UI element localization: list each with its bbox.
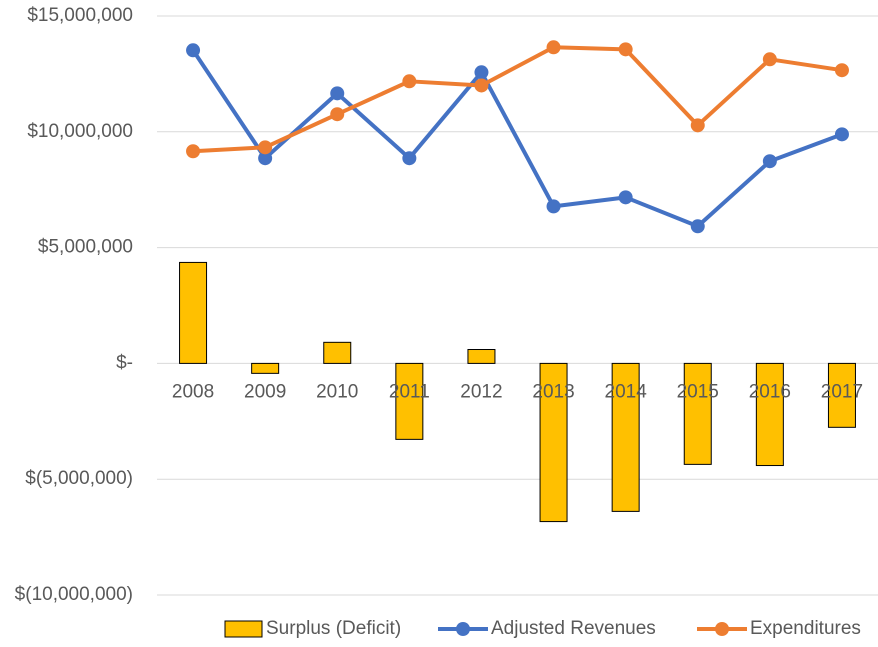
bar [611, 362, 640, 512]
marker [186, 144, 201, 159]
legend-label: Adjusted Revenues [491, 618, 656, 639]
marker [834, 63, 849, 78]
marker [258, 151, 273, 166]
marker [474, 78, 489, 93]
bar [539, 362, 568, 523]
y-tick-label: $15,000,000 [27, 5, 133, 26]
marker [546, 199, 561, 214]
bar [251, 362, 280, 374]
bar [827, 362, 856, 428]
marker [618, 190, 633, 205]
x-tick-label: 2008 [172, 381, 214, 402]
bar [755, 362, 784, 467]
bar [395, 362, 424, 440]
bar [467, 349, 496, 364]
x-tick-label: 2011 [389, 381, 430, 402]
line [192, 45, 843, 154]
legend-swatch [224, 620, 263, 638]
y-tick-label: $10,000,000 [27, 121, 133, 142]
marker [618, 42, 633, 57]
bar [179, 261, 208, 364]
marker [474, 65, 489, 80]
legend-swatch [456, 622, 470, 636]
marker [546, 40, 561, 55]
marker [186, 43, 201, 58]
x-tick-label: 2014 [605, 381, 648, 402]
marker [762, 154, 777, 169]
marker [834, 127, 849, 142]
marker [402, 151, 417, 166]
x-tick-label: 2015 [677, 381, 719, 402]
y-tick-label: $- [116, 352, 133, 373]
x-tick-label: 2016 [749, 381, 791, 402]
legend-label: Surplus (Deficit) [266, 618, 401, 639]
marker [330, 86, 345, 101]
legend-swatch [715, 622, 729, 636]
y-tick-label: $(5,000,000) [25, 468, 133, 489]
marker [330, 107, 345, 122]
legend-label: Expenditures [750, 618, 861, 639]
line [191, 49, 843, 229]
marker [762, 52, 777, 67]
marker [258, 140, 273, 155]
bar [323, 341, 352, 364]
y-tick-label: $(10,000,000) [15, 584, 133, 605]
bar [683, 362, 712, 465]
y-tick-label: $5,000,000 [38, 237, 133, 258]
x-tick-label: 2010 [316, 381, 358, 402]
marker [690, 118, 705, 133]
marker [690, 219, 705, 234]
x-tick-label: 2017 [821, 381, 863, 402]
x-tick-label: 2009 [244, 381, 286, 402]
x-tick-label: 2012 [460, 381, 502, 402]
x-tick-label: 2013 [532, 381, 574, 402]
marker [402, 74, 417, 89]
